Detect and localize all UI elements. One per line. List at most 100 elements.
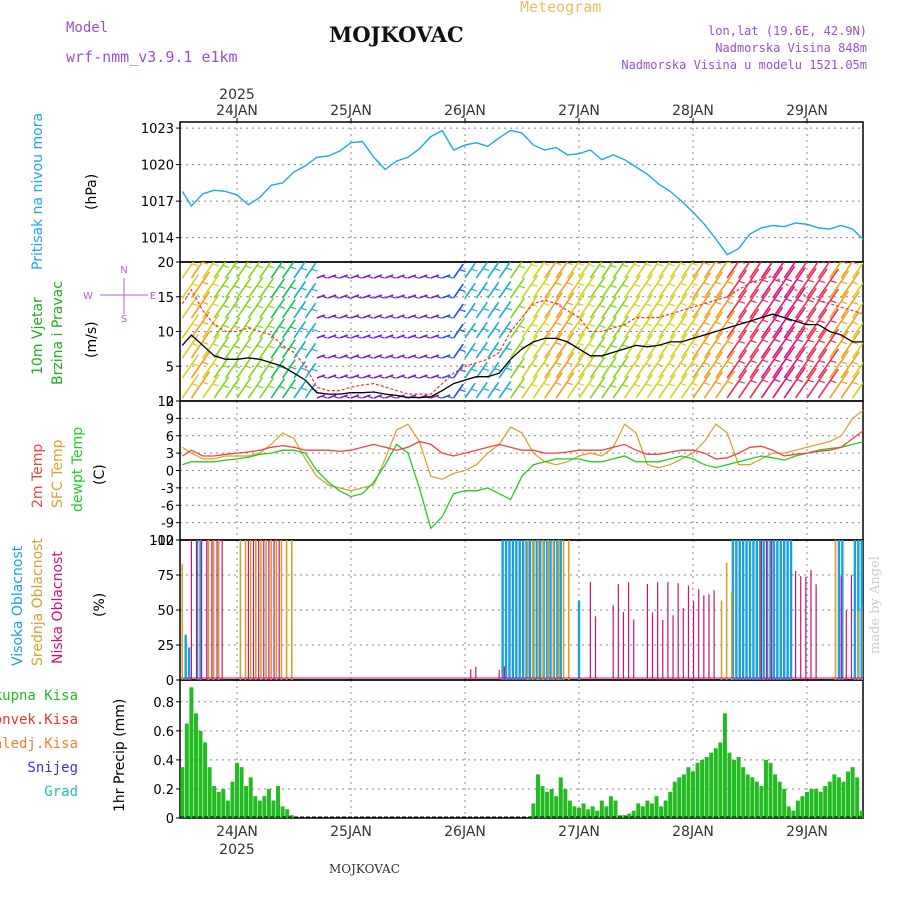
wind-barb-flag (389, 375, 397, 379)
wind-barb-flag (300, 387, 308, 391)
wind-barb-flag (424, 335, 431, 339)
wind-barb (430, 394, 440, 399)
wind-barb (658, 333, 676, 359)
precip-bar (586, 809, 591, 818)
wind-barb-flag (378, 395, 385, 399)
wind-barb (247, 297, 264, 319)
wind-barb (864, 293, 881, 318)
wind-barb (760, 266, 784, 299)
wind-barb (190, 271, 211, 299)
wind-barb (441, 374, 451, 379)
wind-barb (840, 271, 860, 299)
wind-barb-flag (645, 363, 652, 367)
wind-barb-flag (424, 355, 431, 359)
wind-barb (578, 314, 596, 339)
wind-barb-flag (703, 362, 710, 366)
wind-barb-flag (762, 339, 769, 343)
wind-barb-flag (222, 264, 230, 268)
wind-barb-flag (830, 360, 837, 364)
wind-barb-flag (482, 307, 490, 312)
wind-barb-flag (818, 340, 826, 344)
wind-barb-flag (321, 275, 328, 279)
wind-barb (794, 287, 817, 319)
wind-barb-flag (874, 303, 880, 305)
wind-barb-flag (389, 275, 397, 279)
wind-barb (772, 285, 796, 319)
wind-barb (384, 354, 394, 359)
y-tick-label: 0 (166, 395, 174, 410)
wind-barb-flag (715, 381, 722, 385)
precip-bar (823, 786, 828, 818)
wind-barb (864, 373, 881, 398)
wind-barb-flag (389, 315, 397, 319)
wind-barb (589, 296, 606, 319)
wind-barb-flag (762, 359, 769, 363)
wind-barb (407, 294, 417, 299)
wind-barb-flag (543, 322, 550, 326)
wind-barb (532, 312, 551, 339)
wind-barb-flag (752, 262, 757, 264)
wind-barb (737, 308, 760, 339)
wind-barb (464, 382, 476, 399)
wind-barb-flag (222, 384, 230, 388)
wind-barb-flag (245, 365, 252, 369)
precip-bar (645, 800, 650, 818)
temp-unit: (C) (92, 464, 108, 485)
pressure-unit: (hPa) (84, 174, 100, 210)
wind-barb (316, 394, 326, 399)
precip-bar (654, 796, 659, 818)
wind-barb (669, 312, 688, 339)
wind-barb-flag (202, 341, 209, 345)
wind-barb (612, 315, 629, 339)
wind-barb-flag (401, 355, 408, 359)
y-tick-label: 100 (149, 534, 174, 549)
wind-barb (247, 377, 264, 399)
wind-barb-flag (344, 355, 351, 359)
wind-barb (181, 313, 200, 339)
wind-barb (498, 380, 512, 399)
wind-barb-flag (311, 268, 318, 272)
precip-bar (855, 777, 860, 818)
wind-barb-flag (622, 304, 629, 308)
wind-barb (487, 361, 500, 379)
wind-barb (464, 362, 476, 379)
wind-barb-flag (577, 362, 584, 366)
wind-barb-flag (543, 262, 550, 266)
wind-barb-flag (577, 382, 584, 386)
wind-barb-flag (245, 285, 252, 289)
year-label-bottom: 2025 (219, 842, 255, 858)
wind-barb (578, 294, 596, 319)
precip-bar (782, 788, 787, 818)
wind-barb (760, 366, 784, 399)
wind-barb (829, 330, 850, 359)
wind-barb (259, 317, 275, 339)
wind-barb-flag (715, 301, 722, 305)
precip-legend-item: Zaledj.Kisa (0, 736, 78, 752)
wind-barb-flag (807, 379, 815, 383)
wind-barb (373, 354, 383, 359)
wind-barb-flag (256, 385, 264, 389)
wind-barb (669, 352, 688, 379)
wind-barb (737, 368, 760, 399)
wind-barb (829, 370, 850, 399)
wind-barb-flag (278, 265, 286, 270)
wind-barb-flag (482, 387, 490, 392)
wind-barb-flag (278, 345, 286, 350)
wind-barb-flag (494, 347, 501, 352)
pressure-line (181, 129, 863, 256)
wind-barb-flag (424, 295, 431, 299)
wind-barb-flag (300, 347, 308, 351)
wind-barb-flag (278, 325, 286, 330)
wind-barb-flag (874, 363, 880, 365)
wind-barb-flag (668, 343, 675, 347)
wind-barb (304, 302, 317, 319)
wind-barb-flag (840, 361, 848, 365)
temp-plot (181, 409, 863, 530)
wind-barb (452, 323, 464, 339)
wind-barb-flag (851, 361, 859, 365)
wind-barb (475, 321, 488, 339)
wind-barb (181, 373, 200, 399)
precip-bar (563, 788, 568, 818)
wind-barb (236, 262, 249, 279)
wind-barb (419, 294, 428, 299)
